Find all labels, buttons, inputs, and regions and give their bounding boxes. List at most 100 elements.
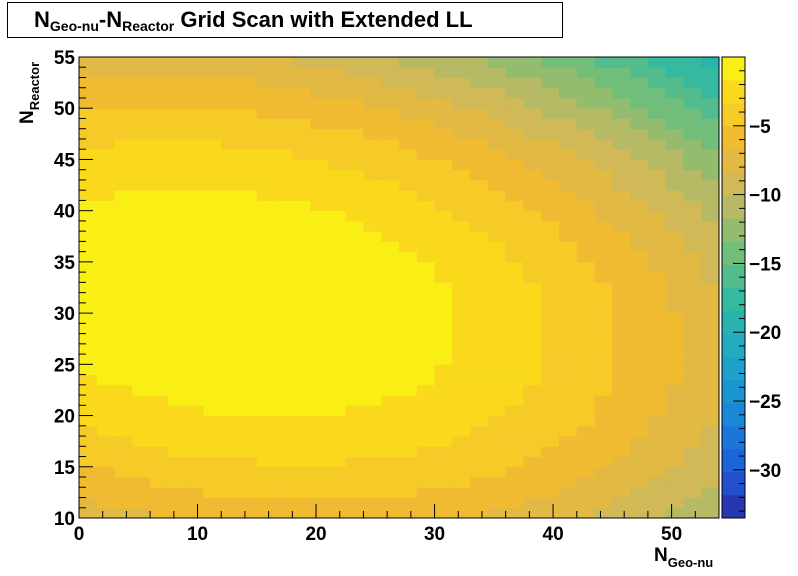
heatmap-cell	[96, 323, 115, 334]
heatmap-cell	[541, 210, 560, 222]
heatmap-cell	[416, 241, 435, 253]
heatmap-cell	[541, 415, 560, 427]
heatmap-cell	[292, 231, 311, 242]
heatmap-cell	[185, 425, 204, 437]
heatmap-cell	[274, 456, 293, 468]
heatmap-cell	[701, 108, 720, 119]
heatmap-cell	[327, 149, 347, 160]
palette-swatch	[722, 57, 745, 81]
heatmap-cell	[167, 261, 187, 273]
heatmap-cell	[399, 477, 418, 488]
heatmap-cell	[683, 251, 702, 263]
heatmap-cell	[470, 354, 489, 365]
heatmap-cell	[701, 87, 720, 99]
heatmap-cell	[239, 384, 258, 396]
heatmap-cell	[416, 220, 435, 232]
heatmap-cell	[452, 384, 471, 396]
heatmap-cell	[310, 415, 329, 427]
heatmap-cell	[416, 282, 435, 294]
heatmap-cell	[132, 466, 151, 478]
heatmap-cell	[647, 323, 667, 334]
heatmap-cell	[114, 200, 133, 212]
heatmap-cell	[434, 395, 453, 406]
heatmap-cell	[452, 179, 471, 191]
heatmap-cell	[487, 302, 507, 314]
heatmap-cell	[665, 97, 684, 109]
heatmap-cell	[381, 364, 400, 375]
heatmap-cell	[665, 384, 684, 396]
heatmap-cell	[630, 415, 649, 427]
heatmap-cell	[327, 57, 347, 68]
heatmap-cell	[292, 507, 311, 519]
heatmap-cell	[363, 436, 382, 447]
heatmap-cell	[612, 446, 631, 457]
heatmap-cell	[701, 220, 720, 232]
heatmap-cell	[203, 128, 222, 140]
heatmap-cell	[185, 323, 204, 334]
heatmap-cell	[79, 425, 98, 437]
heatmap-cell	[523, 87, 542, 99]
heatmap-cell	[647, 118, 667, 130]
heatmap-cell	[150, 251, 169, 263]
heatmap-cell	[523, 220, 542, 232]
heatmap-cell	[239, 138, 258, 150]
heatmap-cell	[612, 138, 631, 150]
heatmap-cell	[256, 477, 275, 488]
heatmap-cell	[221, 415, 240, 427]
heatmap-cell	[559, 97, 578, 109]
heatmap-cell	[203, 405, 222, 416]
heatmap-cell	[452, 149, 471, 160]
heatmap-cell	[630, 425, 649, 437]
heatmap-cell	[612, 282, 631, 294]
heatmap-cell	[185, 210, 204, 222]
heatmap-cell	[96, 220, 115, 232]
heatmap-cell	[559, 364, 578, 375]
heatmap-cell	[96, 477, 115, 488]
heatmap-cell	[292, 128, 311, 140]
heatmap-cell	[327, 374, 347, 386]
heatmap-cell	[559, 507, 578, 519]
heatmap-cell	[292, 67, 311, 78]
heatmap-cell	[114, 190, 133, 201]
heatmap-cell	[505, 57, 524, 68]
heatmap-cell	[274, 169, 293, 181]
heatmap-cell	[132, 159, 151, 171]
heatmap-cell	[452, 456, 471, 468]
heatmap-cell	[185, 487, 204, 498]
heatmap-cell	[701, 57, 720, 68]
heatmap-cell	[363, 272, 382, 283]
heatmap-cell	[683, 313, 702, 324]
heatmap-cell	[292, 415, 311, 427]
x-tick-label: 20	[305, 524, 326, 545]
heatmap-cell	[683, 487, 702, 498]
heatmap-cell	[79, 466, 98, 478]
heatmap-cell	[505, 282, 524, 294]
heatmap-cell	[452, 477, 471, 488]
heatmap-cell	[612, 436, 631, 447]
heatmap-cell	[647, 477, 667, 488]
heatmap-cell	[576, 343, 595, 355]
heatmap-cell	[452, 272, 471, 283]
heatmap-cell	[114, 436, 133, 447]
heatmap-cell	[470, 210, 489, 222]
heatmap-cell	[310, 179, 329, 191]
heatmap-cell	[594, 190, 613, 201]
heatmap-cell	[523, 405, 542, 416]
heatmap-cell	[221, 87, 240, 99]
heatmap-cell	[541, 77, 560, 89]
heatmap-cell	[327, 497, 347, 509]
heatmap-cell	[132, 292, 151, 304]
heatmap-cell	[363, 169, 382, 181]
heatmap-cell	[167, 200, 187, 212]
heatmap-cell	[541, 118, 560, 130]
heatmap-cell	[630, 282, 649, 294]
heatmap-cell	[505, 415, 524, 427]
heatmap-cell	[665, 477, 684, 488]
heatmap-cell	[345, 57, 364, 68]
heatmap-cell	[541, 220, 560, 232]
heatmap-cell	[523, 241, 542, 253]
heatmap-cell	[79, 57, 98, 68]
heatmap-cell	[612, 200, 631, 212]
palette-swatch	[722, 448, 745, 473]
heatmap-cell	[541, 251, 560, 263]
